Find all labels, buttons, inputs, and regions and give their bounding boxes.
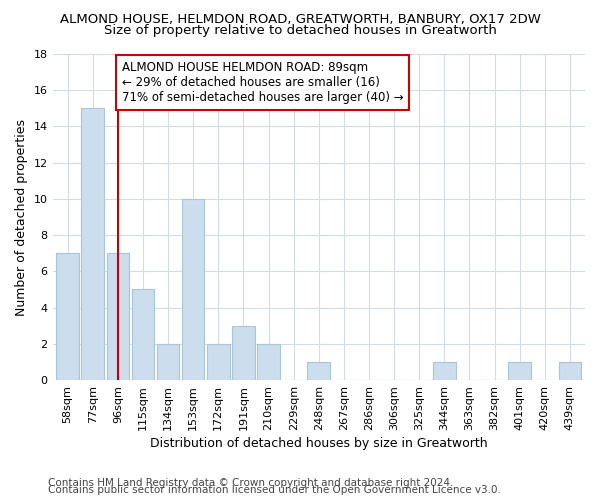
Bar [508,362,531,380]
Bar [307,362,330,380]
Text: Size of property relative to detached houses in Greatworth: Size of property relative to detached ho… [104,24,496,37]
Bar [107,254,129,380]
Bar [82,108,104,380]
Bar [232,326,255,380]
Bar [257,344,280,380]
Text: ALMOND HOUSE, HELMDON ROAD, GREATWORTH, BANBURY, OX17 2DW: ALMOND HOUSE, HELMDON ROAD, GREATWORTH, … [59,12,541,26]
X-axis label: Distribution of detached houses by size in Greatworth: Distribution of detached houses by size … [150,437,488,450]
Bar [56,254,79,380]
Bar [559,362,581,380]
Text: ALMOND HOUSE HELMDON ROAD: 89sqm
← 29% of detached houses are smaller (16)
71% o: ALMOND HOUSE HELMDON ROAD: 89sqm ← 29% o… [122,61,403,104]
Bar [157,344,179,380]
Text: Contains public sector information licensed under the Open Government Licence v3: Contains public sector information licen… [48,485,501,495]
Bar [207,344,230,380]
Text: Contains HM Land Registry data © Crown copyright and database right 2024.: Contains HM Land Registry data © Crown c… [48,478,454,488]
Bar [131,290,154,380]
Y-axis label: Number of detached properties: Number of detached properties [15,118,28,316]
Bar [182,199,205,380]
Bar [433,362,455,380]
